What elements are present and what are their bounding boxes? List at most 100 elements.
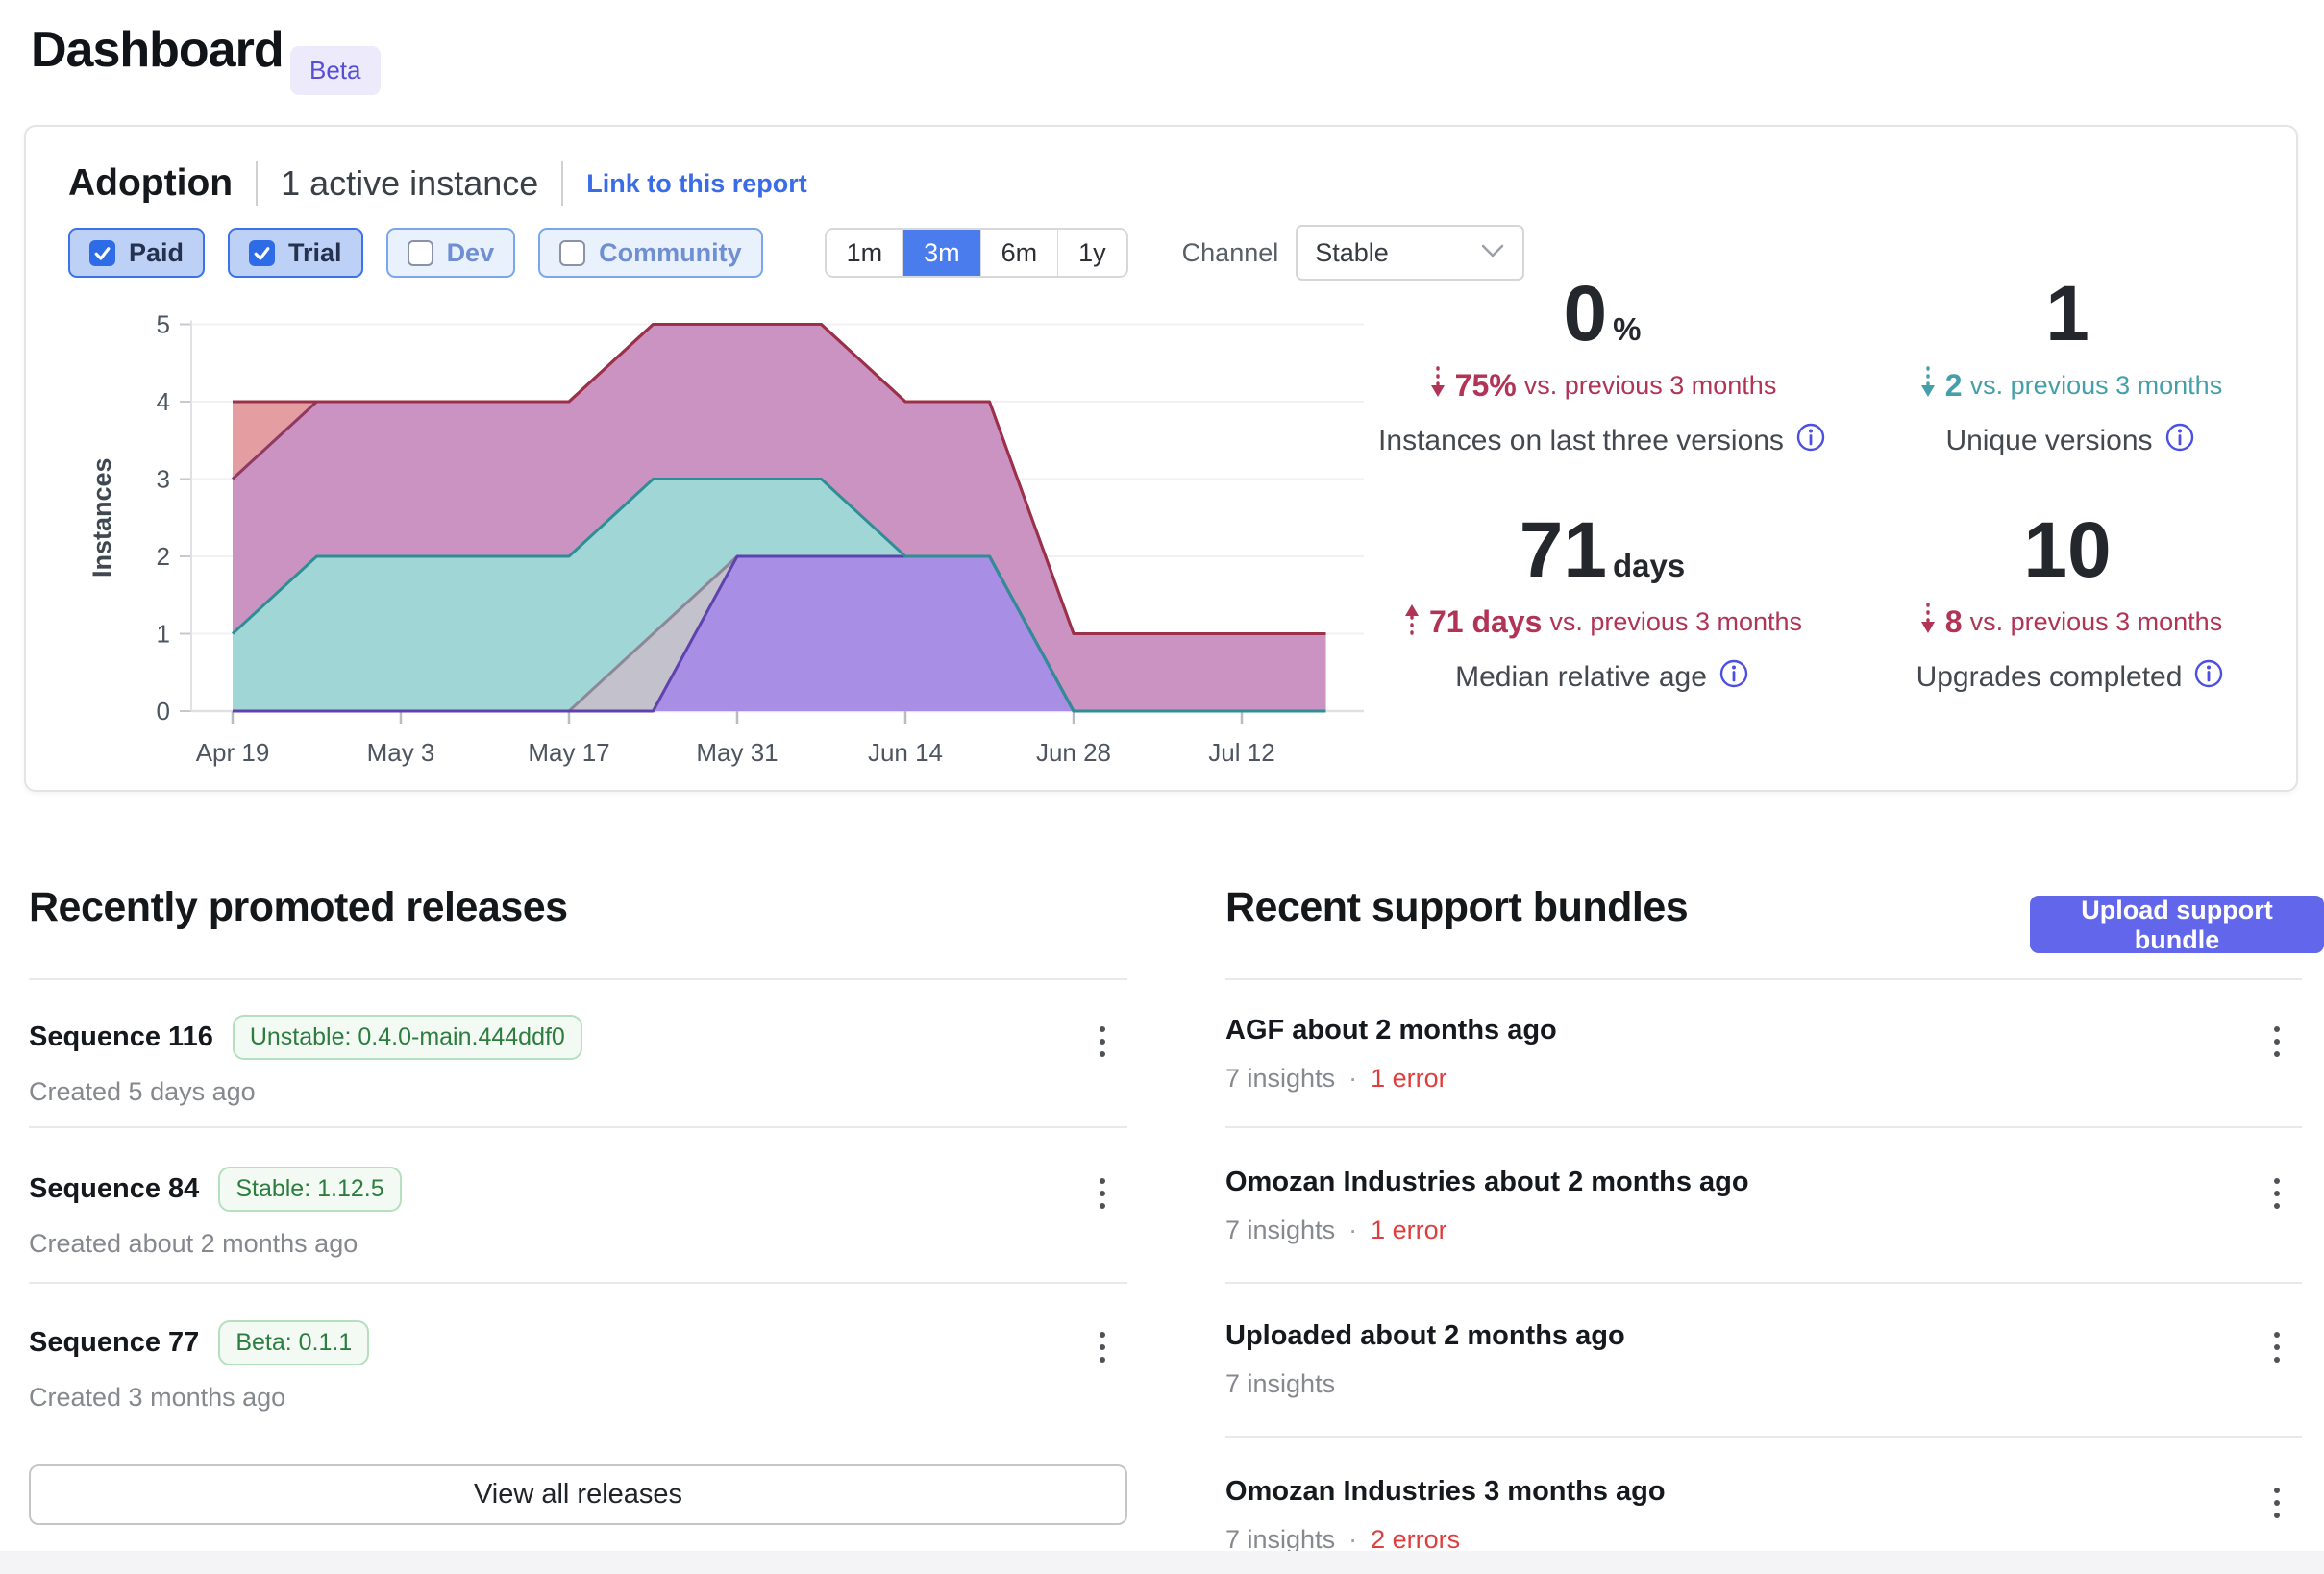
stat-median-relative-age: 71 days 71 days vs. previous 3 months Medi… [1376,506,1828,697]
releases-heading: Recently promoted releases [29,884,568,930]
release-title: Sequence 77 [29,1327,200,1358]
checkbox-checked-icon [89,239,115,266]
bundle-errors: 1 error [1371,1216,1447,1244]
divider [1225,978,2302,980]
beta-badge: Beta [290,46,381,95]
stat-label: Instances on last three versions [1376,422,1828,460]
bundle-errors: 2 errors [1371,1525,1461,1554]
link-to-report[interactable]: Link to this report [586,168,807,198]
arrow-down-icon [1428,365,1447,406]
arrow-down-icon [1918,602,1938,643]
release-row[interactable]: Sequence 116 Unstable: 0.4.0-main.444ddf… [29,1015,1127,1107]
divider [29,1282,1127,1284]
info-icon[interactable] [1718,658,1749,697]
arrow-down-icon [1918,365,1938,406]
release-title: Sequence 84 [29,1173,200,1204]
dot-separator: · [1348,1525,1358,1554]
stat-unique-versions: 1 2 vs. previous 3 months Unique versions [1844,270,2296,460]
bundle-title: Omozan Industries about 2 months ago [1225,1167,1749,1197]
dot-separator: · [1348,1216,1358,1244]
support-bundle-row[interactable]: Omozan Industries about 2 months ago 7 i… [1225,1167,2302,1245]
divider [29,978,1127,980]
stat-label: Unique versions [1844,422,2296,460]
info-icon[interactable] [2193,658,2224,697]
info-icon[interactable] [1795,422,1826,460]
release-row[interactable]: Sequence 77 Beta: 0.1.1 Created 3 months… [29,1320,1127,1413]
svg-text:3: 3 [157,465,170,494]
svg-text:4: 4 [157,387,170,416]
svg-text:0: 0 [157,697,170,726]
stat-value: 71 days [1519,506,1686,594]
active-instance-count: 1 active instance [281,163,539,203]
svg-text:May 3: May 3 [367,738,435,767]
filter-trial[interactable]: Trial [228,228,363,278]
bundle-meta: 7 insights [1225,1369,1336,1398]
stat-value: 10 [2023,506,2112,594]
release-meta: Created 3 months ago [29,1383,286,1412]
kebab-menu-icon[interactable] [1094,1172,1111,1215]
svg-text:May 31: May 31 [696,738,778,767]
svg-text:1: 1 [157,620,170,649]
adoption-header: Adoption 1 active instance Link to this … [68,161,807,206]
stat-upgrades-completed: 10 8 vs. previous 3 months Upgrades compl… [1844,506,2296,697]
page-bottom-strip [0,1551,2324,1574]
stat-delta: 2 vs. previous 3 months [1844,365,2296,406]
header-divider [561,161,564,206]
stat-delta: 71 days vs. previous 3 months [1376,602,1828,643]
svg-text:Jun 28: Jun 28 [1036,738,1111,767]
release-version-badge: Stable: 1.12.5 [218,1167,402,1212]
bundle-title: AGF about 2 months ago [1225,1015,1557,1045]
checkbox-unchecked-icon [559,239,586,266]
filter-paid[interactable]: Paid [68,228,206,278]
svg-text:Jun 14: Jun 14 [868,738,943,767]
stat-delta: 8 vs. previous 3 months [1844,602,2296,643]
support-bundle-row[interactable]: AGF about 2 months ago 7 insights · 1 erro… [1225,1015,2302,1094]
release-row[interactable]: Sequence 84 Stable: 1.12.5 Created about… [29,1167,1127,1259]
release-meta: Created 5 days ago [29,1077,256,1106]
adoption-controls: Paid Trial Dev Community 1m 3m 6m 1y [68,225,1525,281]
range-1y[interactable]: 1y [1058,230,1126,276]
dot-separator: · [1348,1064,1358,1093]
kebab-menu-icon[interactable] [2268,1326,2286,1368]
range-1m[interactable]: 1m [826,230,904,276]
svg-text:5: 5 [157,310,170,339]
release-title: Sequence 116 [29,1021,213,1052]
bundle-meta: 7 insights · 2 errors [1225,1525,1461,1554]
stat-label: Median relative age [1376,658,1828,697]
bundle-meta: 7 insights · 1 error [1225,1216,1447,1244]
channel-select[interactable]: Stable [1296,225,1525,281]
stat-value: 1 [2045,270,2089,357]
checkbox-unchecked-icon [407,239,433,266]
kebab-menu-icon[interactable] [2268,1482,2286,1524]
release-meta: Created about 2 months ago [29,1229,358,1258]
kebab-menu-icon[interactable] [1094,1021,1111,1063]
svg-text:Jul 12: Jul 12 [1208,738,1274,767]
info-icon[interactable] [2164,422,2195,460]
page-title: Dashboard [31,22,284,78]
kebab-menu-icon[interactable] [1094,1326,1111,1368]
checkbox-checked-icon [249,239,276,266]
divider [1225,1436,2302,1438]
adoption-card: Adoption 1 active instance Link to this … [24,125,2298,792]
stat-label: Upgrades completed [1844,658,2296,697]
bundles-heading: Recent support bundles [1225,884,1689,930]
upload-support-bundle-button[interactable]: Upload support bundle [2030,896,2324,954]
support-bundle-row[interactable]: Omozan Industries 3 months ago 7 insight… [1225,1476,2302,1555]
bundle-title: Uploaded about 2 months ago [1225,1320,1625,1351]
support-bundle-row[interactable]: Uploaded about 2 months ago 7 insights [1225,1320,2302,1399]
time-range-group: 1m 3m 6m 1y [824,228,1128,278]
view-all-releases-button[interactable]: View all releases [29,1464,1127,1525]
divider [1225,1126,2302,1128]
filter-dev[interactable]: Dev [385,228,516,278]
header-divider [256,161,259,206]
range-3m[interactable]: 3m [903,230,981,276]
kebab-menu-icon[interactable] [2268,1021,2286,1063]
range-6m[interactable]: 6m [980,230,1059,276]
release-version-badge: Beta: 0.1.1 [218,1320,370,1365]
svg-text:Apr 19: Apr 19 [196,738,270,767]
kebab-menu-icon[interactable] [2268,1172,2286,1215]
bundle-errors: 1 error [1371,1064,1447,1093]
filter-community[interactable]: Community [538,228,763,278]
divider [29,1126,1127,1128]
